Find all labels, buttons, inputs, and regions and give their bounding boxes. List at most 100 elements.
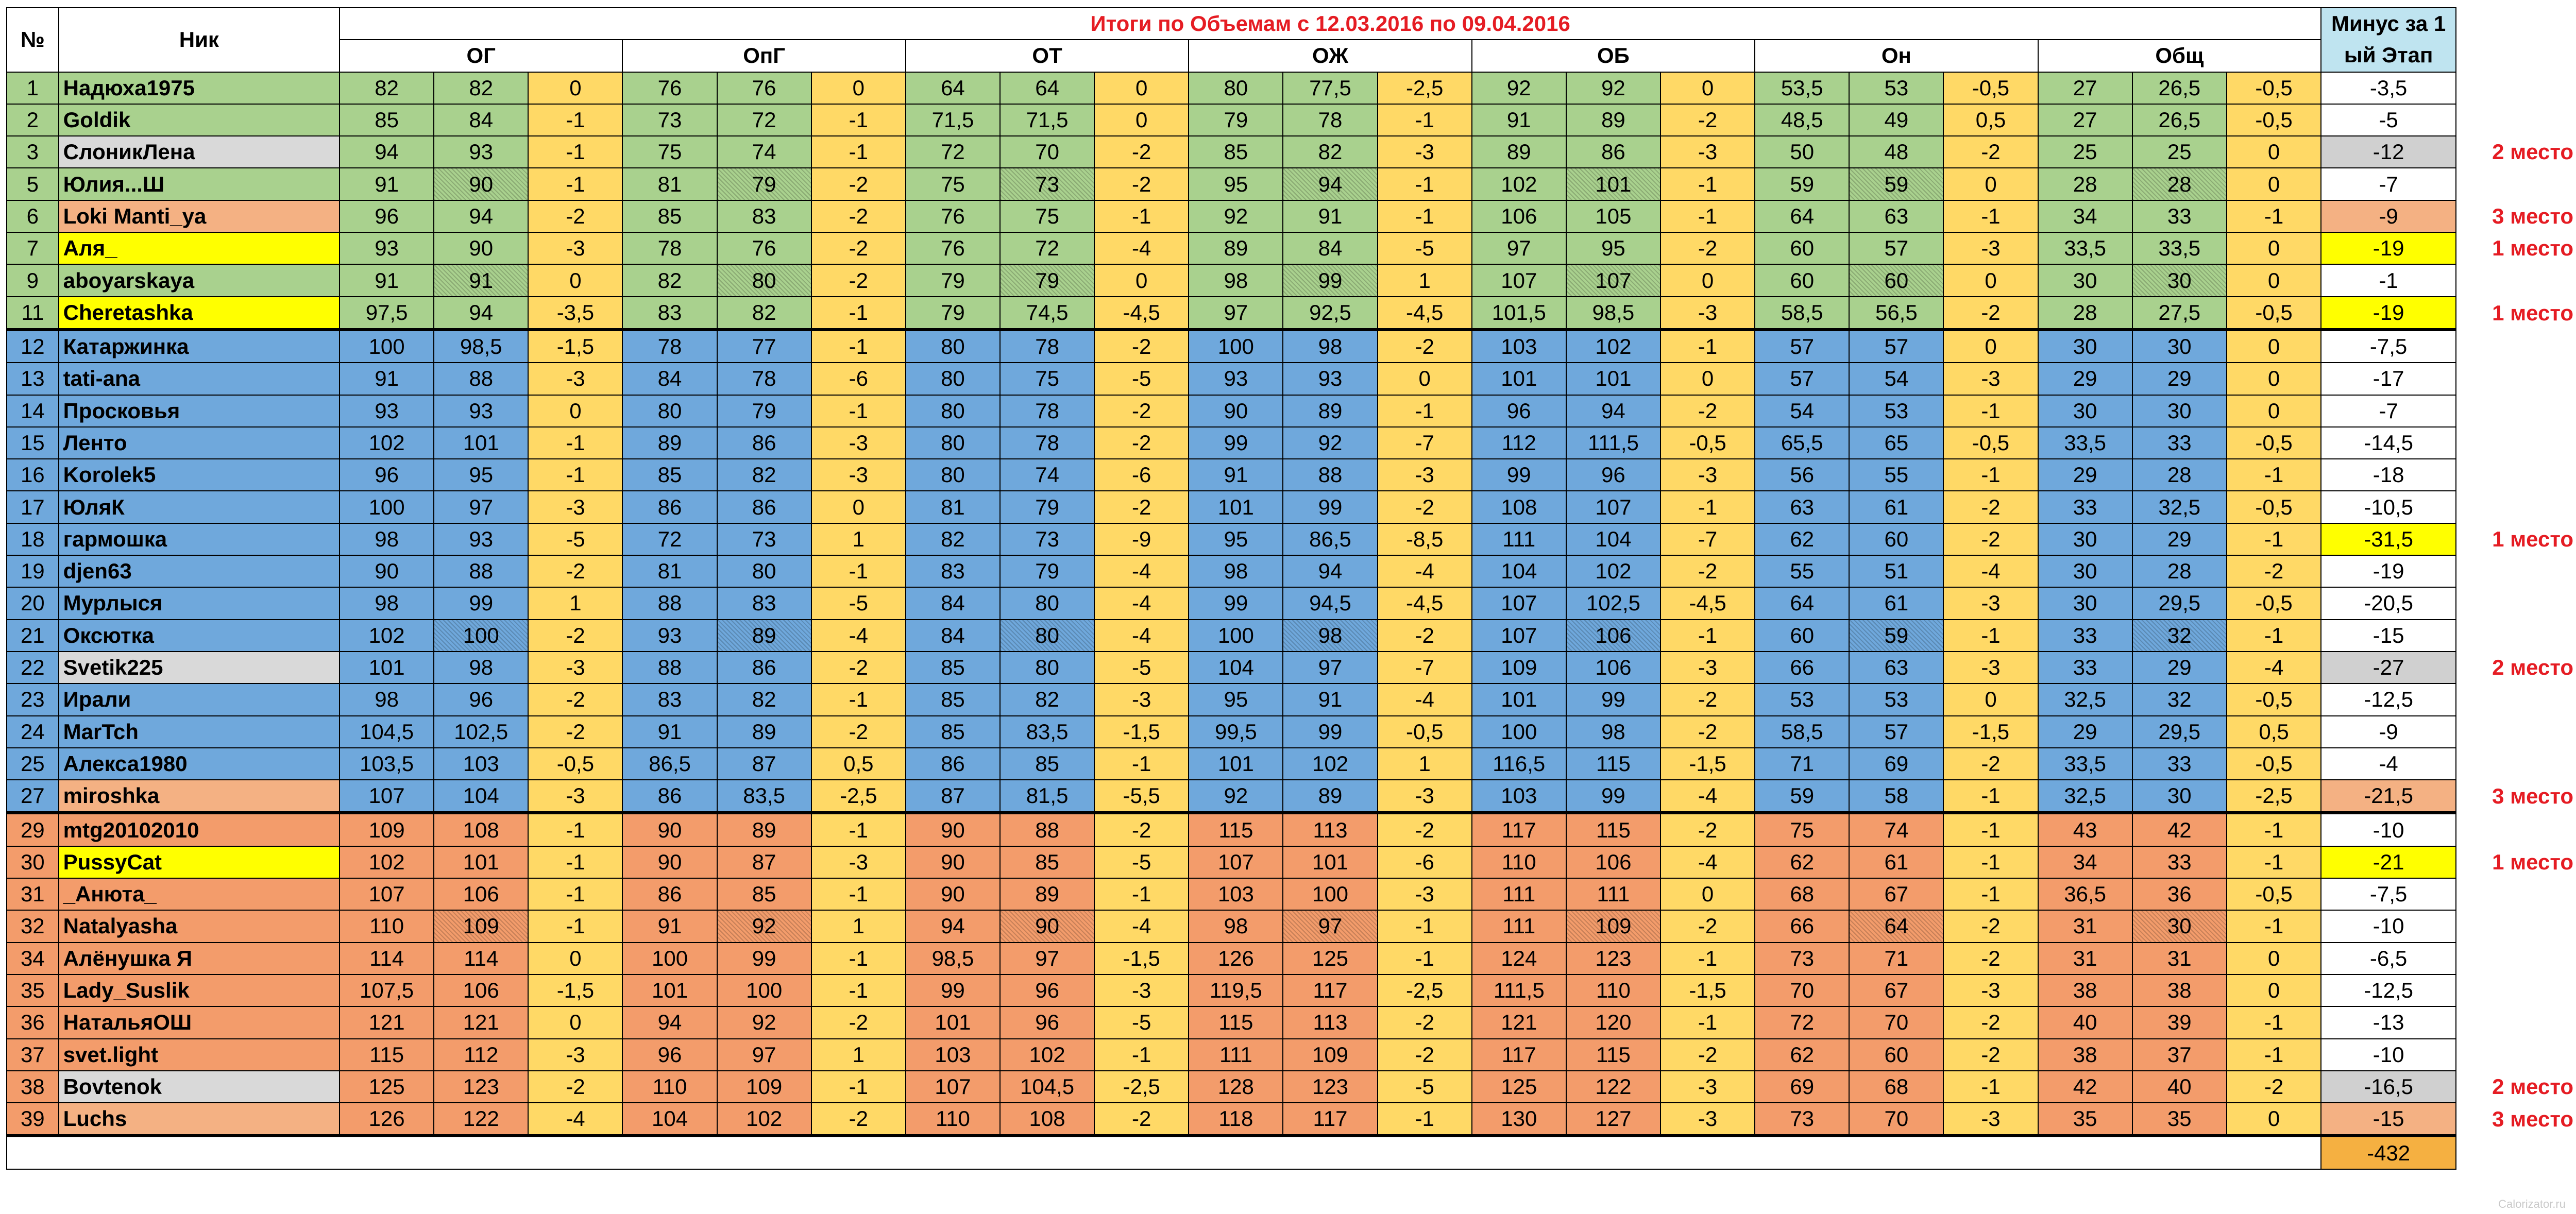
- diff-cell: -3: [1659, 135, 1756, 169]
- watermark: Calorizator.ru: [2498, 1198, 2566, 1210]
- minus-cell: -14,5: [2320, 426, 2456, 460]
- value-cell: 86: [716, 426, 812, 460]
- row-number: 23: [6, 683, 59, 716]
- value-cell: 75: [622, 135, 718, 169]
- value-cell: 83: [716, 199, 812, 233]
- diff-cell: -2: [1943, 1006, 2039, 1039]
- table-row: 21 Оксютка 102 100 -2 93 89 -4 84 80 -4 100 98 -2 107 1…: [6, 619, 2456, 652]
- value-cell: 48,5: [1754, 103, 1850, 137]
- value-cell: 80: [999, 619, 1095, 652]
- value-cell: 109: [1471, 651, 1567, 685]
- value-cell: 99: [716, 942, 812, 975]
- value-cell: 113: [1282, 1006, 1378, 1039]
- value-cell: 29: [2131, 522, 2227, 556]
- value-cell: 101: [1188, 490, 1284, 524]
- value-cell: 85: [1188, 135, 1284, 169]
- value-cell: 101: [1565, 362, 1662, 396]
- value-cell: 92: [1565, 71, 1662, 105]
- value-cell: 91: [339, 362, 435, 396]
- value-cell: 81: [622, 167, 718, 201]
- minus-cell: -6,5: [2320, 942, 2456, 975]
- diff-cell: -3: [528, 232, 623, 265]
- diff-cell: -1: [1943, 619, 2039, 652]
- table-row: 14 Просковья 93 93 0 80 79 -1 80 78 -2 90 89 -1 96 94 -2…: [6, 394, 2456, 428]
- diff-cell: 0: [2226, 232, 2322, 265]
- value-cell: 48: [1849, 135, 1944, 169]
- value-cell: 61: [1849, 587, 1944, 620]
- value-cell: 59: [1849, 619, 1944, 652]
- value-cell: 115: [339, 1038, 435, 1071]
- value-cell: 100: [1282, 878, 1378, 911]
- value-cell: 86,5: [1282, 522, 1378, 556]
- value-cell: 84: [622, 362, 718, 396]
- value-cell: 33,5: [2037, 426, 2133, 460]
- diff-cell: -0,5: [2226, 426, 2322, 460]
- row-nick: Мурлыся: [58, 587, 341, 620]
- table-row: 32 Natalyasha 110 109 -1 91 92 1 94 90 -4 98 97 -1 111…: [6, 910, 2456, 943]
- value-cell: 70: [1754, 973, 1850, 1007]
- value-cell: 95: [1188, 522, 1284, 556]
- value-cell: 26,5: [2131, 103, 2227, 137]
- place-label: 1 место: [2492, 849, 2573, 874]
- value-cell: 90: [999, 910, 1095, 943]
- value-cell: 64: [905, 71, 1001, 105]
- value-cell: 80: [905, 458, 1001, 492]
- diff-cell: -2,5: [1094, 1070, 1190, 1104]
- diff-cell: -1: [1943, 199, 2039, 233]
- diff-cell: -2: [1094, 490, 1190, 524]
- value-cell: 72: [905, 135, 1001, 169]
- value-cell: 118: [1188, 1102, 1284, 1137]
- value-cell: 100: [1188, 619, 1284, 652]
- value-cell: 54: [1754, 394, 1850, 428]
- diff-cell: -4: [1943, 555, 2039, 588]
- value-cell: 37: [2131, 1038, 2227, 1071]
- place-label: 1 место: [2492, 300, 2573, 325]
- row-nick: Ирали: [58, 683, 341, 716]
- diff-cell: 0: [528, 942, 623, 975]
- value-cell: 102: [716, 1102, 812, 1137]
- place-label: 3 место: [2492, 1107, 2573, 1132]
- table-row: 13 tati-ana 91 88 -3 84 78 -6 80 75 -5 93 93 0 101 101 0…: [6, 362, 2456, 396]
- row-nick: Svetik225: [58, 651, 341, 685]
- value-cell: 98: [1282, 328, 1378, 364]
- value-cell: 103: [1188, 878, 1284, 911]
- value-cell: 112: [1471, 426, 1567, 460]
- minus-cell: -10: [2320, 811, 2456, 847]
- value-cell: 79: [999, 264, 1095, 297]
- diff-cell: -2: [1943, 942, 2039, 975]
- diff-cell: -9: [1094, 522, 1190, 556]
- value-cell: 78: [999, 426, 1095, 460]
- diff-cell: -1,5: [1094, 942, 1190, 975]
- value-cell: 97: [999, 942, 1095, 975]
- minus-cell: -10: [2320, 1038, 2456, 1071]
- value-cell: 79: [716, 394, 812, 428]
- value-cell: 72: [999, 232, 1095, 265]
- value-cell: 29: [2037, 715, 2133, 748]
- value-cell: 79: [905, 296, 1001, 330]
- diff-cell: -7: [1377, 651, 1472, 685]
- value-cell: 32: [2131, 683, 2227, 716]
- diff-cell: -3: [1943, 1102, 2039, 1137]
- row-nick: Ленто: [58, 426, 341, 460]
- table-title: Итоги по Объемам с 12.03.2016 по 09.04.2…: [339, 7, 2322, 41]
- value-cell: 107: [1188, 845, 1284, 879]
- value-cell: 40: [2131, 1070, 2227, 1104]
- value-cell: 29,5: [2131, 587, 2227, 620]
- diff-cell: 0: [1659, 71, 1756, 105]
- value-cell: 92: [716, 1006, 812, 1039]
- value-cell: 106: [1471, 199, 1567, 233]
- diff-cell: -5: [1094, 1006, 1190, 1039]
- value-cell: 82: [716, 683, 812, 716]
- value-cell: 57: [1754, 362, 1850, 396]
- value-cell: 102,5: [433, 715, 529, 748]
- diff-cell: -4: [528, 1102, 623, 1137]
- value-cell: 59: [1754, 779, 1850, 814]
- value-cell: 32,5: [2037, 779, 2133, 814]
- value-cell: 100: [1188, 328, 1284, 364]
- diff-cell: -3: [1943, 587, 2039, 620]
- value-cell: 71,5: [999, 103, 1095, 137]
- row-number: 15: [6, 426, 59, 460]
- value-cell: 99: [1282, 715, 1378, 748]
- value-cell: 97: [1188, 296, 1284, 330]
- diff-cell: -2: [1943, 296, 2039, 330]
